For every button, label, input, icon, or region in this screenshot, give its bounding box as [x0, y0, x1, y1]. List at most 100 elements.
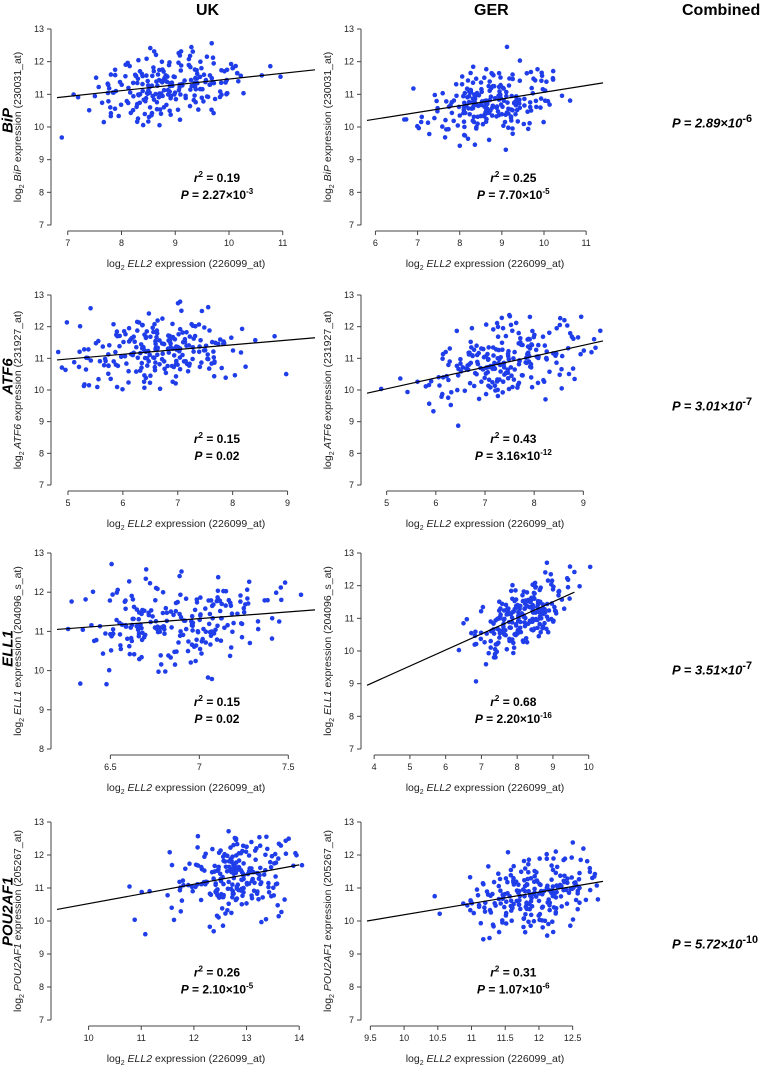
- data-point: [592, 874, 597, 879]
- data-point: [525, 109, 530, 114]
- data-point: [219, 365, 224, 371]
- data-point: [565, 584, 571, 590]
- data-point: [449, 110, 455, 116]
- data-point: [498, 888, 503, 893]
- data-point: [575, 891, 580, 896]
- data-point: [88, 358, 94, 363]
- data-point: [249, 839, 254, 845]
- data-point: [221, 341, 226, 346]
- data-point: [521, 589, 527, 594]
- data-point: [497, 377, 502, 382]
- data-point: [238, 593, 243, 598]
- data-point: [550, 929, 556, 935]
- data-point: [148, 334, 153, 340]
- data-point: [476, 396, 482, 402]
- data-point: [177, 326, 183, 332]
- x-tick-label: 9: [550, 762, 555, 772]
- data-point: [193, 99, 198, 105]
- data-point: [190, 628, 195, 633]
- data-point: [188, 77, 194, 83]
- data-point: [556, 588, 562, 594]
- data-point: [519, 611, 525, 616]
- data-point: [198, 613, 203, 618]
- data-point: [178, 63, 184, 68]
- data-point: [220, 923, 226, 928]
- y-tick-label: 8: [349, 982, 354, 992]
- x-axis-label: log2 ELL2 expression (226099_at): [107, 782, 266, 796]
- data-point: [230, 629, 235, 635]
- data-point: [155, 352, 160, 357]
- data-point: [549, 877, 554, 882]
- data-point: [479, 379, 484, 384]
- data-point: [527, 337, 532, 342]
- data-point: [550, 619, 556, 624]
- r-squared-label: r2 = 0.31: [490, 964, 536, 979]
- data-point: [125, 100, 131, 106]
- data-point: [246, 869, 252, 874]
- data-point: [211, 929, 216, 934]
- data-point: [550, 884, 556, 889]
- data-point: [495, 393, 501, 399]
- data-point: [241, 610, 247, 615]
- data-point: [273, 881, 279, 887]
- data-point: [217, 608, 223, 614]
- x-tick-label: 8: [230, 498, 235, 508]
- data-point: [535, 67, 540, 72]
- data-point: [181, 359, 187, 364]
- data-point: [100, 344, 106, 349]
- data-point: [480, 604, 486, 610]
- regression-line: [56, 609, 316, 631]
- data-point: [146, 358, 151, 364]
- data-point: [483, 322, 489, 327]
- data-point: [230, 65, 235, 71]
- data-point: [443, 117, 448, 123]
- data-point: [566, 371, 572, 377]
- data-point: [239, 326, 245, 332]
- data-point: [176, 640, 181, 645]
- data-point: [510, 126, 515, 131]
- data-point: [526, 870, 531, 875]
- data-point: [215, 574, 221, 580]
- data-point: [244, 587, 250, 592]
- data-point: [240, 893, 245, 899]
- data-point: [183, 596, 189, 601]
- data-point: [243, 602, 248, 607]
- data-point: [158, 111, 164, 117]
- data-point: [132, 72, 138, 78]
- x-tick-label: 6: [373, 238, 378, 248]
- data-point: [513, 622, 519, 627]
- data-point: [468, 90, 474, 95]
- data-point: [491, 924, 496, 929]
- y-tick-label: 13: [344, 817, 354, 827]
- data-point: [193, 87, 199, 92]
- data-point: [123, 606, 128, 612]
- data-point: [539, 905, 545, 910]
- data-point: [575, 906, 580, 912]
- data-point: [159, 59, 165, 65]
- data-point: [516, 361, 522, 367]
- x-tick-label: 11: [467, 1033, 476, 1043]
- data-point: [160, 590, 166, 595]
- y-tick-label: 10: [344, 385, 354, 395]
- data-point: [96, 338, 101, 344]
- data-point: [564, 901, 570, 906]
- data-point: [279, 597, 284, 603]
- data-point: [516, 902, 522, 908]
- data-point: [527, 120, 532, 126]
- y-tick-label: 7: [39, 1015, 44, 1025]
- data-point: [211, 876, 216, 881]
- data-point: [158, 662, 164, 667]
- data-point: [515, 119, 521, 124]
- data-point: [169, 905, 174, 911]
- data-point: [161, 624, 166, 629]
- x-tick-label: 10: [584, 762, 594, 772]
- data-point: [228, 645, 234, 650]
- data-point: [525, 344, 531, 349]
- data-point: [214, 891, 219, 896]
- r-squared-label: r2 = 0.15: [194, 694, 240, 709]
- y-tick-label: 7: [39, 480, 44, 490]
- data-point: [511, 377, 517, 382]
- data-point: [173, 344, 179, 349]
- data-point: [447, 346, 453, 351]
- data-point: [186, 639, 191, 644]
